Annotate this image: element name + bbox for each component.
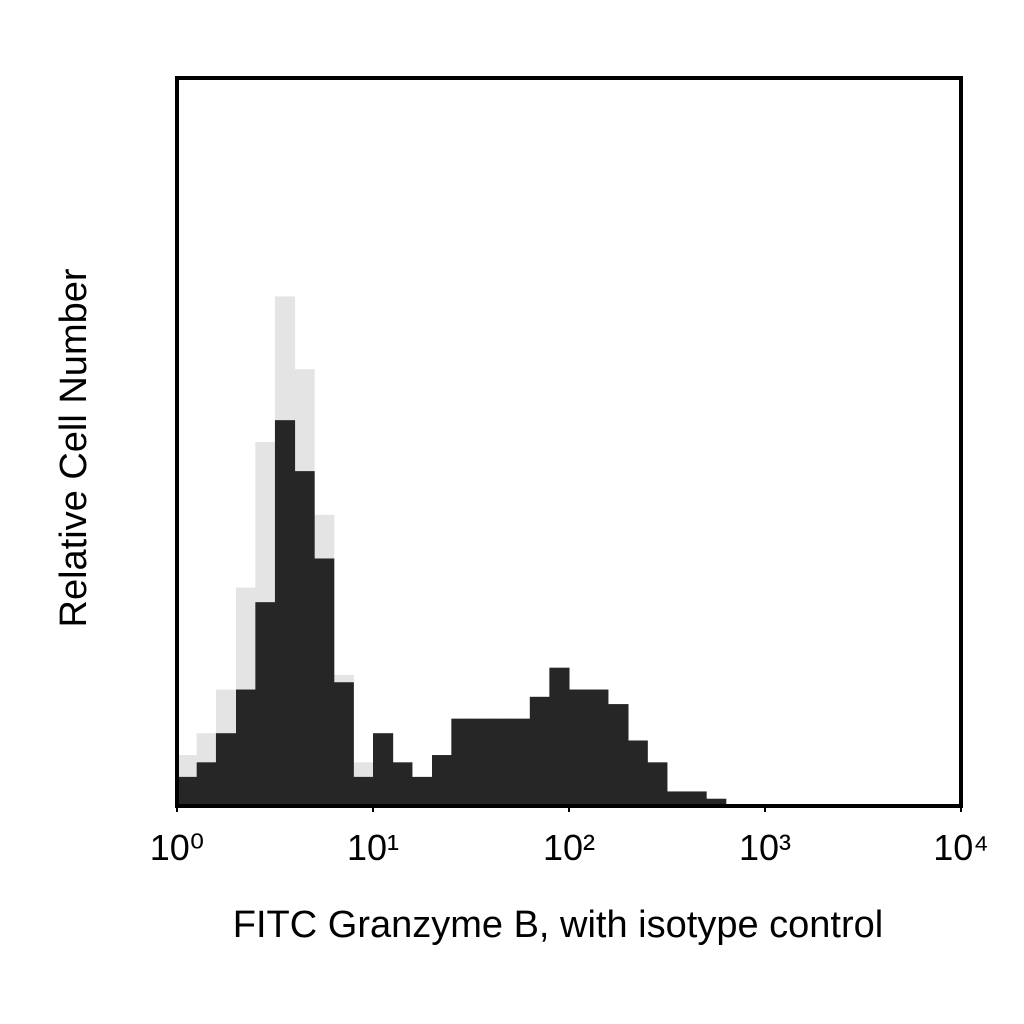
histogram-bar xyxy=(411,776,433,806)
histogram-bar xyxy=(510,718,531,806)
histogram-bar xyxy=(666,791,688,806)
histogram-bar xyxy=(236,689,256,806)
histogram-series xyxy=(177,420,727,806)
histogram-bar xyxy=(314,558,335,806)
histogram-bar xyxy=(490,718,511,806)
x-axis-title: FITC Granzyme B, with isotype control xyxy=(233,904,883,946)
x-tick-label: 10³ xyxy=(739,827,791,868)
histogram-bar xyxy=(451,718,472,806)
histogram-bar xyxy=(432,755,452,806)
histogram-bar xyxy=(549,667,570,806)
x-tick-label: 10² xyxy=(543,827,595,868)
histogram-bar xyxy=(392,762,413,806)
histogram-bar xyxy=(215,733,237,806)
histogram-bar xyxy=(177,776,198,806)
histogram-bar xyxy=(274,420,296,806)
y-axis-title: Relative Cell Number xyxy=(53,268,95,627)
histogram-bar xyxy=(607,704,629,806)
x-tick-label: 10¹ xyxy=(347,827,399,868)
histogram-bar xyxy=(647,762,668,806)
histogram-bar xyxy=(706,798,727,806)
x-tick-label: 10⁴ xyxy=(933,827,989,868)
histogram-bar xyxy=(569,689,590,806)
histogram-bar xyxy=(353,776,374,806)
histogram-bar xyxy=(373,733,394,806)
histogram-bar xyxy=(196,762,217,806)
plot-marks xyxy=(177,296,727,806)
histogram-bar xyxy=(529,696,550,806)
x-tick-label: 10⁰ xyxy=(150,827,204,868)
histogram-bar xyxy=(628,740,648,806)
histogram-bar xyxy=(588,689,609,806)
histogram-bar xyxy=(686,791,707,806)
histogram-bar xyxy=(470,718,492,806)
histogram-bar xyxy=(333,682,354,806)
histogram-bar xyxy=(255,602,276,806)
histogram-bar xyxy=(294,471,315,806)
